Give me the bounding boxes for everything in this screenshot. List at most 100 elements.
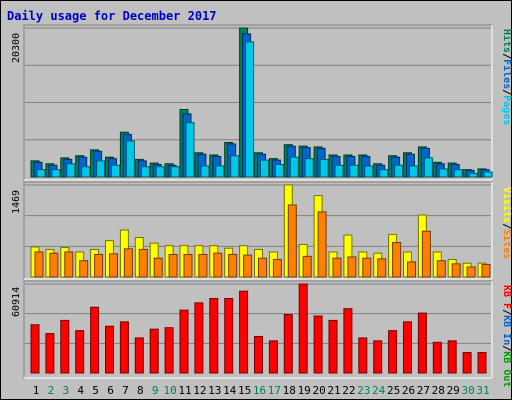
bar-kb-f-day-22	[343, 308, 353, 374]
bar-pages-day-27	[423, 157, 433, 178]
bars	[30, 27, 493, 374]
bar-kb-f-day-18	[283, 314, 293, 374]
bar-sites-day-13	[213, 252, 223, 278]
bar-kb-f-day-9	[149, 328, 159, 374]
day-label-12: 12	[193, 384, 206, 397]
day-label-11: 11	[178, 384, 191, 397]
bar-pages-day-14	[230, 155, 240, 178]
chart-title: Daily usage for December 2017	[7, 9, 217, 23]
bar-kb-f-day-5	[90, 306, 100, 374]
legend-label-pages: Pages	[501, 95, 511, 125]
bar-pages-day-13	[215, 165, 225, 178]
legend-label-files: Files	[501, 59, 511, 89]
bar-kb-f-day-10	[164, 327, 174, 374]
bar-sites-day-9	[153, 257, 163, 278]
day-label-1: 1	[33, 384, 40, 397]
panel-visits-sites-max-label: 1469	[11, 190, 22, 214]
day-label-14: 14	[223, 384, 237, 397]
legend-label-kb-out: KB Out	[501, 351, 511, 387]
bar-pages-day-26	[409, 165, 418, 178]
bar-pages-day-16	[260, 159, 269, 178]
legend-label-kb-in: KB In	[501, 315, 511, 345]
bar-sites-day-23	[362, 257, 372, 278]
bar-sites-day-30	[466, 266, 476, 278]
day-label-7: 7	[122, 384, 129, 397]
bar-kb-f-day-17	[268, 340, 278, 374]
bar-sites-day-29	[451, 263, 461, 278]
day-label-20: 20	[312, 384, 325, 397]
day-label-5: 5	[92, 384, 99, 397]
bar-pages-day-10	[170, 166, 180, 178]
bar-sites-day-12	[198, 253, 208, 278]
day-label-6: 6	[107, 384, 114, 397]
bar-sites-day-2	[49, 252, 59, 278]
legend-separator: /	[501, 345, 511, 351]
day-label-2: 2	[48, 384, 55, 397]
bar-pages-day-18	[289, 156, 299, 178]
bar-sites-day-18	[287, 204, 297, 278]
day-label-19: 19	[298, 384, 311, 397]
bar-sites-day-8	[138, 248, 148, 278]
bar-kb-f-day-20	[313, 315, 323, 374]
bar-kb-f-day-6	[105, 325, 114, 374]
day-label-30: 30	[461, 384, 474, 397]
bar-kb-f-day-16	[254, 335, 263, 374]
bar-sites-day-28	[436, 260, 446, 278]
day-label-17: 17	[268, 384, 281, 397]
bar-pages-day-29	[453, 169, 463, 178]
legend-separator: /	[501, 53, 511, 59]
bar-pages-day-30	[468, 172, 478, 178]
day-label-3: 3	[62, 384, 69, 397]
panel-hits-files-pages-max-label: 20300	[11, 33, 22, 63]
bar-kb-f-day-15	[239, 290, 249, 374]
bar-kb-f-day-13	[209, 297, 219, 374]
bar-sites-day-15	[243, 254, 253, 278]
bar-pages-day-5	[96, 160, 106, 178]
bar-sites-day-31	[481, 263, 491, 278]
bar-sites-day-24	[377, 258, 387, 278]
bar-pages-day-15	[245, 41, 255, 178]
bar-pages-day-8	[140, 166, 150, 178]
legend-label-hits: Hits	[501, 29, 511, 53]
bar-kb-f-day-25	[388, 330, 398, 374]
bar-sites-day-25	[392, 242, 402, 278]
bar-sites-day-5	[94, 253, 104, 278]
day-label-16: 16	[253, 384, 266, 397]
day-label-27: 27	[417, 384, 430, 397]
bar-kb-f-day-14	[224, 297, 234, 374]
panel-kbytes-max-label: 60914	[11, 287, 22, 317]
legend-separator: /	[501, 309, 511, 315]
bar-kb-f-day-26	[403, 321, 412, 374]
bar-kb-f-day-8	[134, 337, 144, 374]
legend-separator: /	[501, 89, 511, 95]
bar-pages-day-22	[349, 164, 359, 178]
day-label-18: 18	[283, 384, 296, 397]
day-label-15: 15	[238, 384, 251, 397]
bar-sites-day-20	[317, 211, 327, 278]
legend-label-visits: Visits	[501, 187, 511, 223]
day-label-21: 21	[327, 384, 340, 397]
bar-sites-day-26	[407, 261, 416, 278]
day-label-29: 29	[447, 384, 460, 397]
bar-kb-f-day-19	[298, 283, 308, 374]
bar-kb-f-day-27	[417, 312, 427, 374]
bar-sites-day-6	[109, 253, 118, 278]
bar-sites-day-16	[258, 257, 267, 278]
bar-pages-day-23	[364, 165, 374, 178]
bar-pages-day-25	[394, 164, 404, 178]
bar-pages-day-12	[200, 165, 210, 178]
bar-kb-f-day-21	[328, 319, 338, 374]
day-label-22: 22	[342, 384, 355, 397]
bar-kb-f-day-29	[447, 340, 457, 374]
bar-sites-day-27	[421, 230, 431, 278]
bar-sites-day-10	[168, 253, 178, 278]
day-label-23: 23	[357, 384, 370, 397]
bar-sites-day-1	[34, 251, 44, 278]
bar-sites-day-11	[183, 253, 193, 278]
bar-kb-f-day-1	[30, 324, 40, 374]
bar-sites-day-4	[79, 260, 89, 278]
bar-kb-f-day-30	[462, 352, 472, 374]
legend-label-sites: Sites	[501, 229, 511, 259]
